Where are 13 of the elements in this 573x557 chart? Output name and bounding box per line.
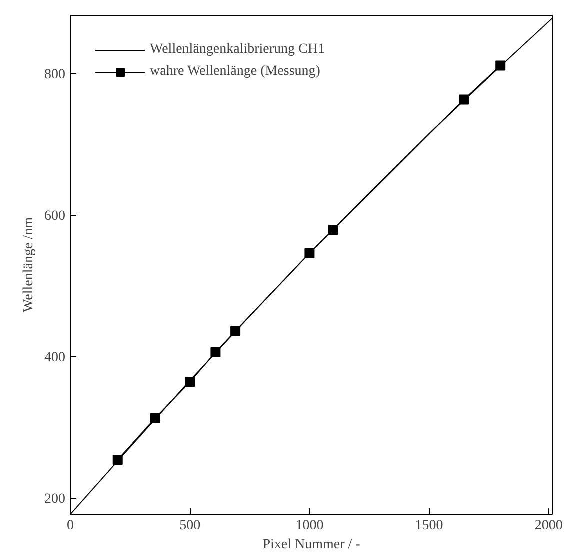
x-tick-label: 2000 <box>534 518 563 534</box>
y-tick-label: 400 <box>44 350 66 366</box>
y-tick-label: 800 <box>44 68 66 83</box>
legend-label: Wellenlängenkalibrierung CH1 <box>150 42 325 58</box>
legend-label: wahre Wellenlänge (Messung) <box>150 64 320 80</box>
y-tick-label: 200 <box>44 492 66 508</box>
x-tick-label: 1500 <box>415 518 444 534</box>
y-axis-title: Wellenlänge /nm <box>22 217 36 312</box>
y-tick-label: 600 <box>44 209 66 224</box>
x-tick-label: 500 <box>180 518 201 534</box>
x-axis-title: Pixel Nummer / - <box>262 538 361 552</box>
x-tick-label: 1000 <box>296 518 324 534</box>
x-tick-label: 0 <box>67 518 74 534</box>
